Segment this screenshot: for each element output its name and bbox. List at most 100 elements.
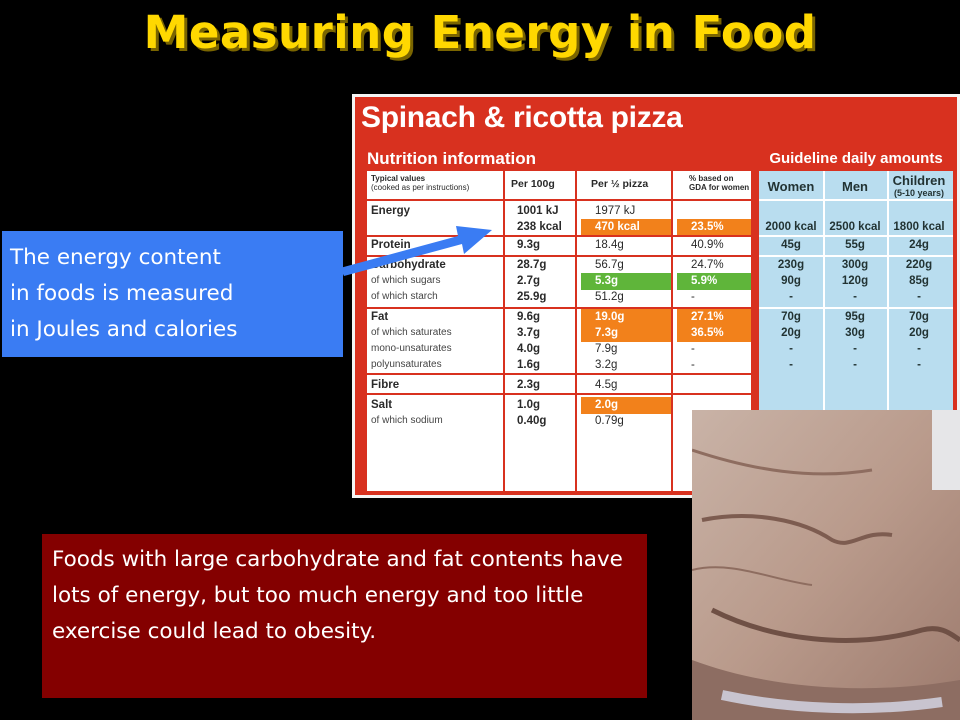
- nutrient-per100: 1001 kJ: [517, 205, 559, 217]
- gda-value: -: [917, 343, 921, 355]
- column-divider: [575, 171, 577, 491]
- gda-value: -: [917, 291, 921, 303]
- highlight-cell: [581, 309, 671, 326]
- energy-callout: The energy content in foods is measured …: [2, 231, 343, 357]
- nutrient-per100: 9.6g: [517, 311, 541, 323]
- nutrient-perhalf: 5.3g: [595, 275, 619, 287]
- gda-value: 230g: [777, 259, 805, 271]
- obesity-callout: Foods with large carbohydrate and fat co…: [42, 534, 647, 698]
- nutrient-name: Fibre: [371, 379, 400, 391]
- gda-value: -: [853, 359, 857, 371]
- nutrient-perhalf: 7.3g: [595, 327, 619, 339]
- header-gda-percent-note: GDA for women: [689, 183, 750, 192]
- nutrient-pct: 24.7%: [691, 259, 724, 271]
- gda-row-divider: [759, 307, 953, 309]
- nutrition-information-heading: Nutrition information: [367, 149, 537, 168]
- guideline-daily-amounts-heading: Guideline daily amounts: [769, 150, 943, 167]
- gda-value: 70g: [781, 311, 801, 323]
- nutrient-per100: 1.0g: [517, 399, 541, 411]
- energy-callout-line: in Joules and calories: [10, 317, 238, 342]
- nutrient-perhalf: 18.4g: [595, 239, 624, 251]
- nutrient-perhalf: 51.2g: [595, 291, 624, 303]
- row-divider: [367, 393, 751, 395]
- nutrient-perhalf: 7.9g: [595, 343, 618, 355]
- nutrient-perhalf: 4.5g: [595, 379, 618, 391]
- highlight-cell: [677, 219, 751, 236]
- nutrient-pct: 40.9%: [691, 239, 724, 251]
- gda-column-subheader: (5-10 years): [893, 188, 945, 198]
- row-divider: [367, 373, 751, 375]
- highlight-cell: [581, 325, 671, 342]
- nutrient-pct: -: [691, 343, 695, 355]
- nutrient-per100: 2.3g: [517, 379, 541, 391]
- row-divider: [367, 199, 751, 201]
- header-per-100g: Per 100g: [511, 178, 555, 190]
- nutrient-pct: 5.9%: [691, 275, 718, 287]
- nutrient-name: of which sugars: [371, 275, 441, 286]
- gda-value: 90g: [781, 275, 801, 287]
- nutrient-name: Protein: [371, 239, 411, 251]
- highlight-cell: [677, 273, 751, 290]
- nutrient-perhalf: 56.7g: [595, 259, 624, 271]
- nutrient-perhalf: 2.0g: [595, 399, 619, 411]
- row-divider: [367, 235, 751, 237]
- gda-value: 85g: [909, 275, 929, 287]
- gda-value: 20g: [781, 327, 801, 339]
- nutrient-name: of which starch: [371, 291, 438, 302]
- gda-value: -: [853, 291, 857, 303]
- nutrient-name: Salt: [371, 399, 393, 411]
- nutrient-name: of which saturates: [371, 327, 452, 338]
- nutrition-table: Typical values (cooked as per instructio…: [367, 171, 751, 491]
- nutrient-name: mono-unsaturates: [371, 343, 452, 354]
- gda-value: -: [853, 343, 857, 355]
- energy-callout-line: in foods is measured: [10, 281, 234, 306]
- nutrient-per100: 238 kcal: [517, 221, 562, 233]
- nutrient-per100: 4.0g: [517, 343, 541, 355]
- gda-value: 70g: [909, 311, 929, 323]
- nutrient-perhalf: 0.79g: [595, 415, 624, 427]
- nutrient-name: of which sodium: [371, 415, 443, 426]
- nutrient-pct: 23.5%: [691, 221, 724, 233]
- nutrient-per100: 9.3g: [517, 239, 541, 251]
- nutrient-name: polyunsaturates: [371, 359, 442, 370]
- nutrient-pct: 27.1%: [691, 311, 724, 323]
- gda-column-divider: [823, 171, 825, 491]
- gda-value: 95g: [845, 311, 865, 323]
- nutrient-pct: -: [691, 359, 695, 371]
- gda-value: -: [789, 291, 793, 303]
- gda-value: 2000 kcal: [765, 221, 817, 233]
- nutrient-per100: 28.7g: [517, 259, 547, 271]
- slide-title: Measuring Energy in Food: [143, 6, 817, 59]
- header-typical-values: Typical values: [371, 174, 426, 183]
- highlight-cell: [677, 309, 751, 326]
- gda-column-header: Men: [842, 179, 868, 194]
- nutrient-name: Energy: [371, 205, 410, 217]
- gda-value: 120g: [841, 275, 869, 287]
- header-per-half-pizza: Per ½ pizza: [591, 178, 649, 190]
- gda-value: 30g: [845, 327, 865, 339]
- nutrient-perhalf: 1977 kJ: [595, 205, 636, 217]
- nutrient-pct: -: [691, 291, 695, 303]
- nutrient-perhalf: 3.2g: [595, 359, 618, 371]
- nutrient-per100: 0.40g: [517, 415, 547, 427]
- gda-column-header: Children: [892, 173, 946, 188]
- nutrient-per100: 2.7g: [517, 275, 541, 287]
- gda-row-divider: [759, 235, 953, 237]
- highlight-cell: [581, 397, 671, 414]
- gda-value: 2500 kcal: [829, 221, 881, 233]
- nutrient-perhalf: 470 kcal: [595, 221, 640, 233]
- product-name: Spinach & ricotta pizza: [361, 101, 683, 134]
- nutrient-per100: 25.9g: [517, 291, 547, 303]
- gda-value: 1800 kcal: [893, 221, 945, 233]
- nutrient-perhalf: 19.0g: [595, 311, 625, 323]
- energy-callout-line: The energy content: [10, 245, 221, 270]
- gda-value: -: [917, 359, 921, 371]
- highlight-cell: [581, 273, 671, 290]
- gda-value: 55g: [845, 239, 865, 251]
- gda-value: 45g: [781, 239, 801, 251]
- gda-column-header: Women: [767, 179, 815, 194]
- gda-value: 220g: [905, 259, 933, 271]
- nutrient-per100: 3.7g: [517, 327, 541, 339]
- row-divider: [367, 255, 751, 257]
